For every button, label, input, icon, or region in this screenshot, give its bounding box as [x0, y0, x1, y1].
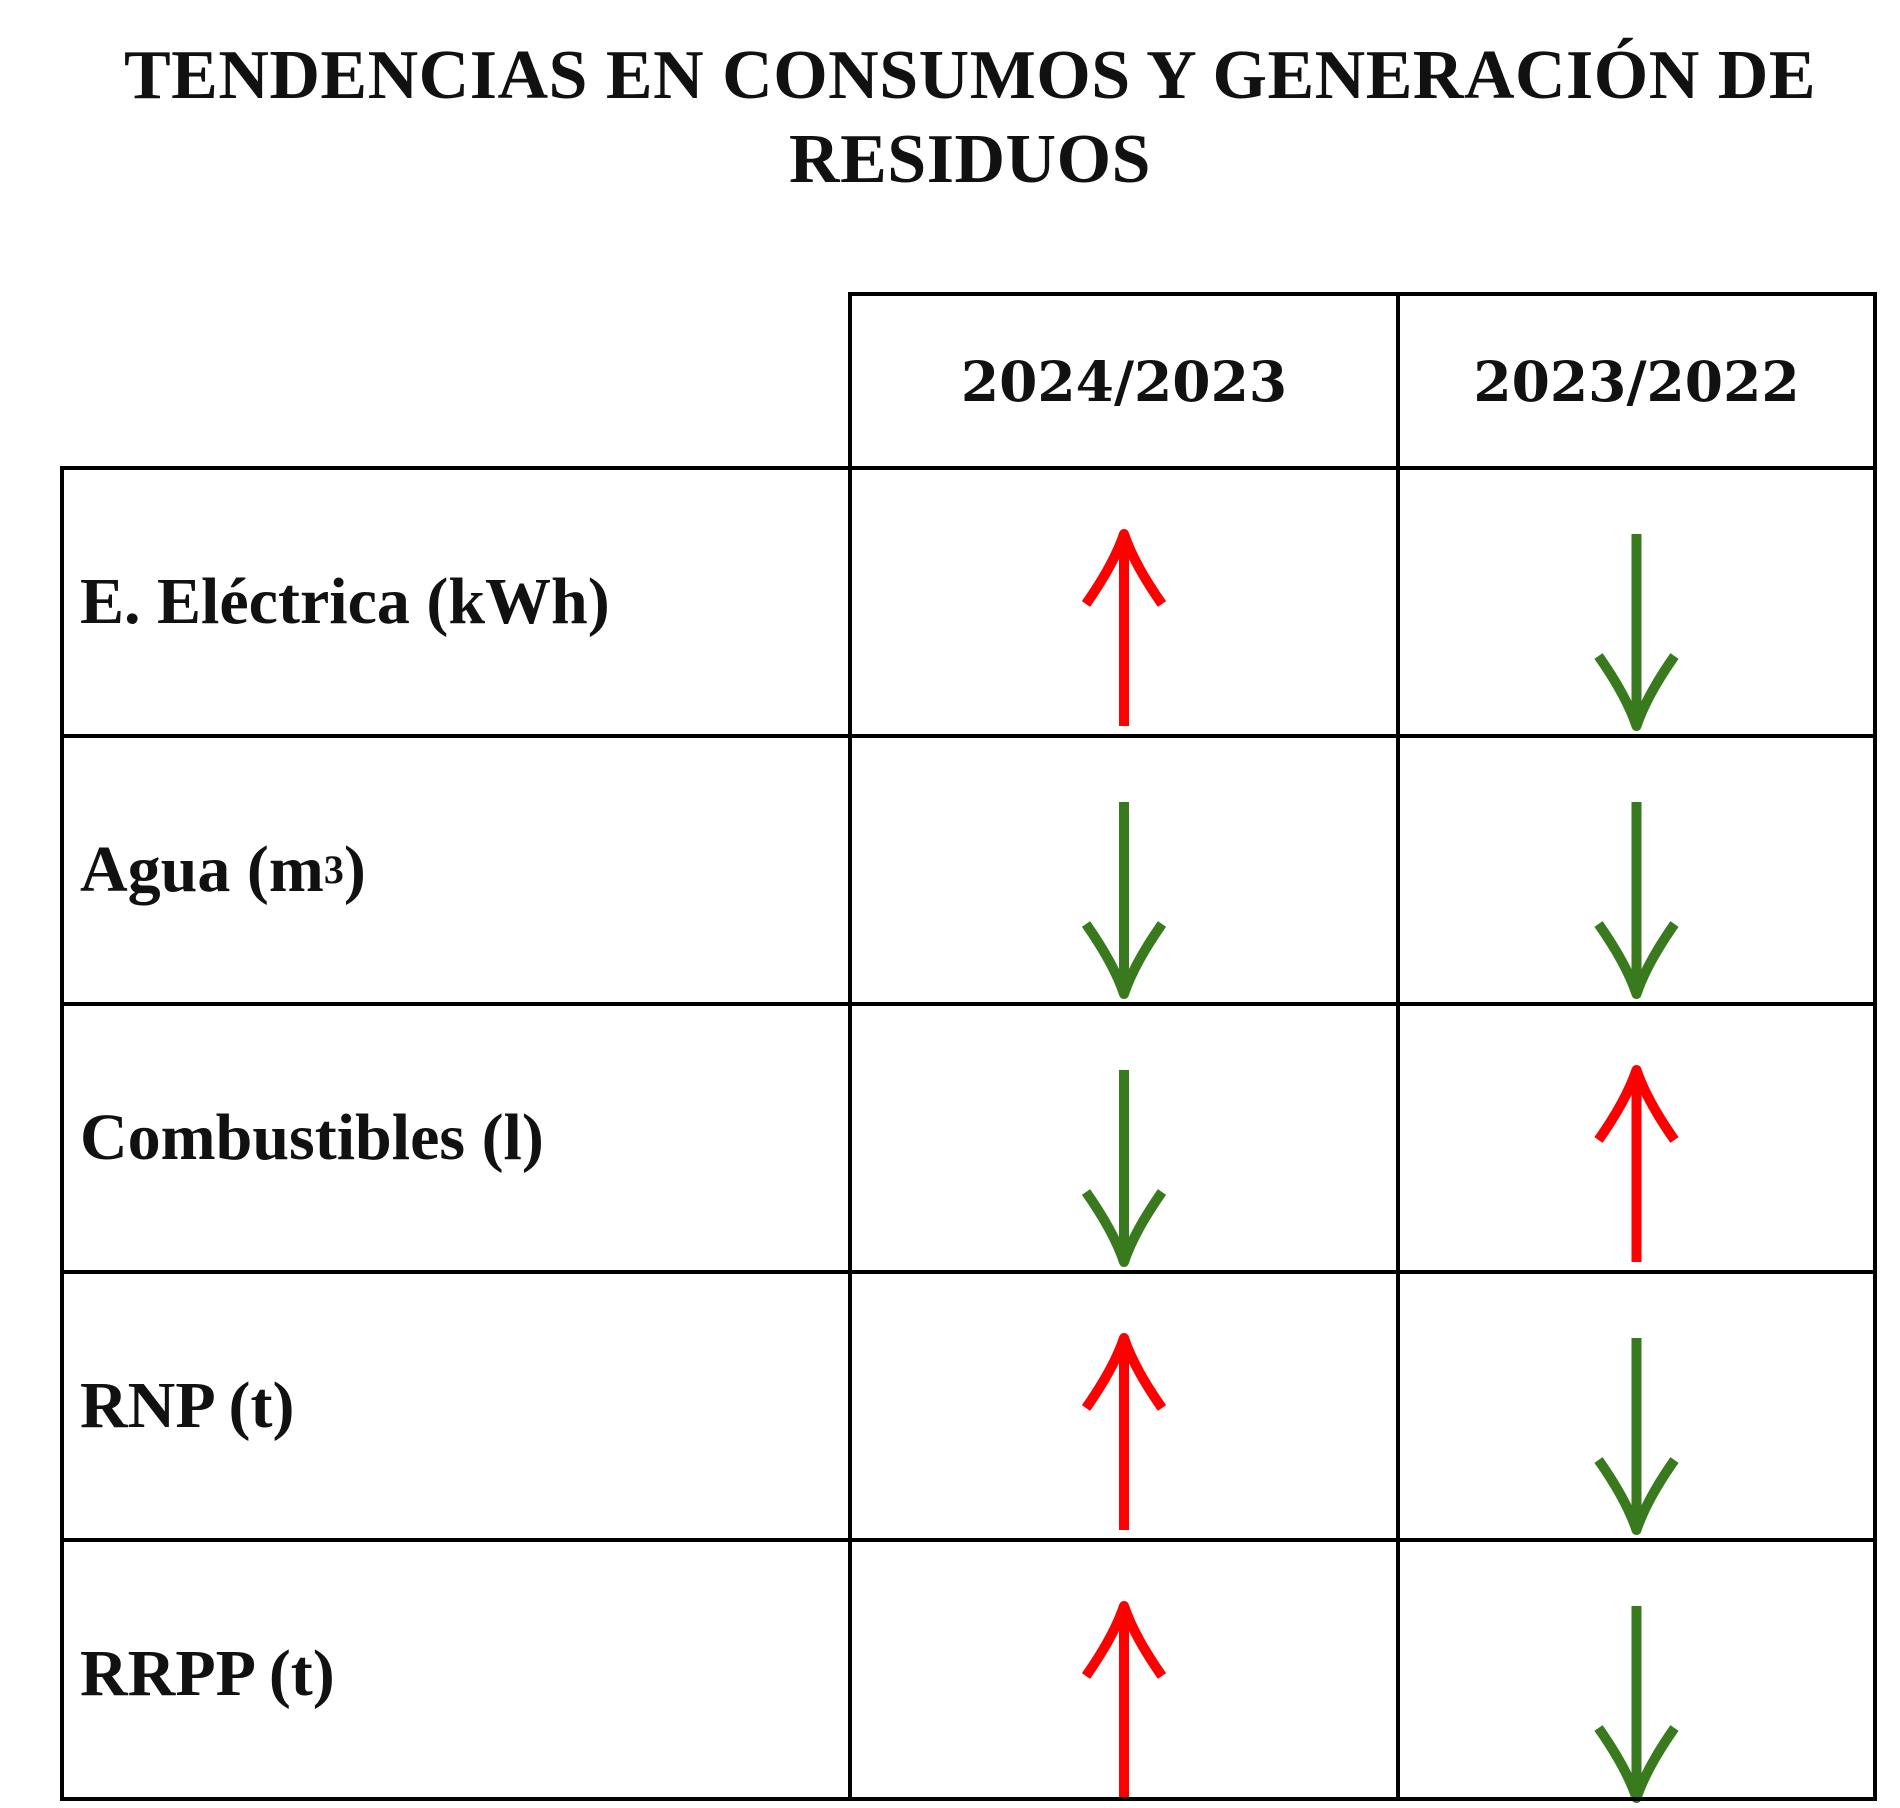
trend-cell-r0-c1	[1398, 468, 1875, 736]
arrow-down-icon	[1594, 1338, 1679, 1535]
table-border	[60, 466, 1877, 470]
arrow-up-icon	[1081, 1333, 1167, 1530]
table-border	[1873, 292, 1877, 1801]
row-label-text: Combustibles (l)	[80, 1101, 544, 1174]
arrow-down-icon	[1594, 1606, 1679, 1803]
table-border	[60, 466, 64, 1801]
row-label-text: Agua (m	[80, 833, 324, 906]
trend-cell-r3-c0	[850, 1272, 1398, 1540]
row-label-electricity: E. Eléctrica (kWh)	[62, 468, 850, 736]
table-border	[848, 292, 1877, 296]
trend-cell-r4-c1	[1398, 1540, 1875, 1808]
trend-cell-r3-c1	[1398, 1272, 1875, 1540]
trend-cell-r1-c1	[1398, 736, 1875, 1004]
arrow-down-icon	[1594, 802, 1679, 999]
column-header-2023-2022: 2023/2022	[1473, 349, 1800, 414]
trend-cell-r1-c0	[850, 736, 1398, 1004]
row-label-text-end: )	[343, 833, 366, 906]
row-label-rnp: RNP (t)	[62, 1272, 850, 1540]
table-border	[1396, 292, 1400, 1801]
column-header-2024-2023: 2024/2023	[960, 349, 1288, 414]
trend-cell-r2-c1	[1398, 1004, 1875, 1272]
table-border	[60, 1538, 1877, 1542]
trend-cell-r2-c0	[850, 1004, 1398, 1272]
row-label-rrpp: RRPP (t)	[62, 1540, 850, 1808]
arrow-up-icon	[1081, 1601, 1167, 1798]
table-border	[60, 1270, 1877, 1274]
row-label-water: Agua (m 3)	[80, 833, 366, 906]
arrow-down-icon	[1081, 1070, 1167, 1267]
page-title: TENDENCIAS EN CONSUMOS Y GENERACIÓN DE R…	[123, 37, 1817, 198]
arrow-up-icon	[1081, 529, 1167, 726]
table-border	[60, 734, 1877, 738]
trend-cell-r4-c0	[850, 1540, 1398, 1808]
table-border	[848, 292, 852, 1801]
row-label-text: RRPP (t)	[80, 1637, 335, 1710]
trend-cell-r0-c0	[850, 468, 1398, 736]
arrow-up-icon	[1594, 1065, 1679, 1262]
row-label-text: RNP (t)	[80, 1369, 295, 1442]
table-border	[60, 1797, 1877, 1801]
arrow-down-icon	[1081, 802, 1167, 999]
row-label-text: E. Eléctrica (kWh)	[80, 565, 610, 638]
arrow-down-icon	[1594, 534, 1679, 731]
row-label-fuel: Combustibles (l)	[62, 1004, 850, 1272]
table-border	[60, 1002, 1877, 1006]
